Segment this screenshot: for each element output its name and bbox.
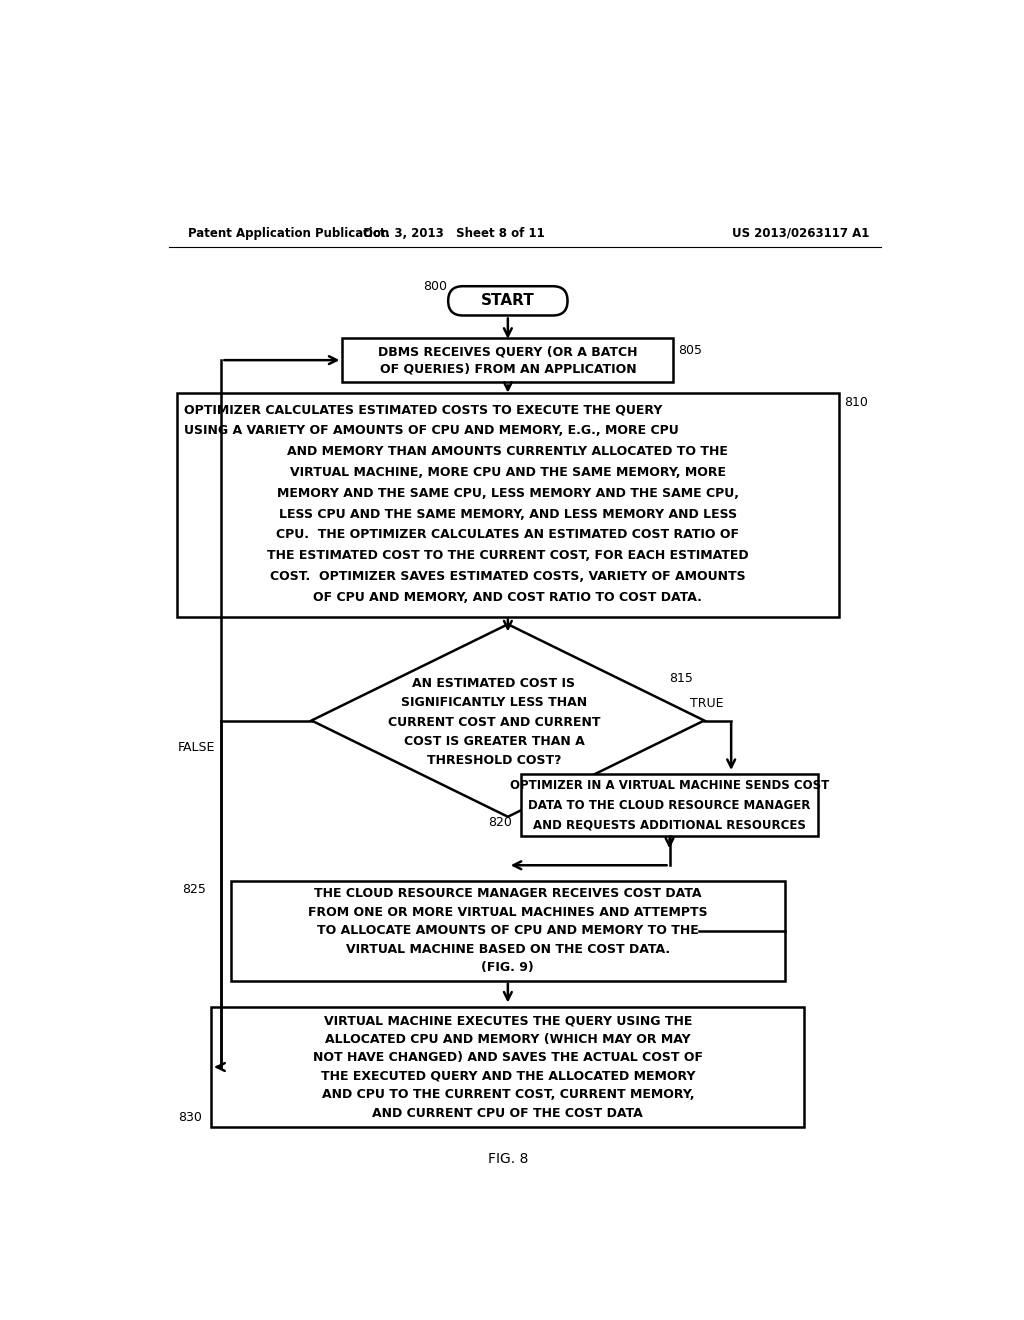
Text: OPTIMIZER IN A VIRTUAL MACHINE SENDS COST: OPTIMIZER IN A VIRTUAL MACHINE SENDS COS… [510,779,829,792]
Text: TRUE: TRUE [690,697,724,710]
Text: AN ESTIMATED COST IS: AN ESTIMATED COST IS [413,677,575,690]
Text: Patent Application Publication: Patent Application Publication [188,227,389,240]
Text: AND MEMORY THAN AMOUNTS CURRENTLY ALLOCATED TO THE: AND MEMORY THAN AMOUNTS CURRENTLY ALLOCA… [288,445,728,458]
Bar [521,775,818,836]
Text: USING A VARIETY OF AMOUNTS OF CPU AND MEMORY, E.G., MORE CPU: USING A VARIETY OF AMOUNTS OF CPU AND ME… [184,425,679,437]
Text: 820: 820 [487,816,512,829]
Text: MEMORY AND THE SAME CPU, LESS MEMORY AND THE SAME CPU,: MEMORY AND THE SAME CPU, LESS MEMORY AND… [276,487,739,500]
Text: AND CURRENT CPU OF THE COST DATA: AND CURRENT CPU OF THE COST DATA [373,1106,643,1119]
Text: OF CPU AND MEMORY, AND COST RATIO TO COST DATA.: OF CPU AND MEMORY, AND COST RATIO TO COS… [313,591,702,603]
Text: VIRTUAL MACHINE, MORE CPU AND THE SAME MEMORY, MORE: VIRTUAL MACHINE, MORE CPU AND THE SAME M… [290,466,726,479]
Text: VIRTUAL MACHINE BASED ON THE COST DATA.: VIRTUAL MACHINE BASED ON THE COST DATA. [346,942,670,956]
Text: AND REQUESTS ADDITIONAL RESOURCES: AND REQUESTS ADDITIONAL RESOURCES [534,818,806,832]
Text: SIGNIFICANTLY LESS THAN: SIGNIFICANTLY LESS THAN [401,696,587,709]
Text: OF QUERIES) FROM AN APPLICATION: OF QUERIES) FROM AN APPLICATION [380,363,636,376]
Bar [230,880,785,981]
Text: 830: 830 [178,1111,202,1123]
Text: TO ALLOCATE AMOUNTS OF CPU AND MEMORY TO THE: TO ALLOCATE AMOUNTS OF CPU AND MEMORY TO… [317,924,698,937]
Text: CPU.  THE OPTIMIZER CALCULATES AN ESTIMATED COST RATIO OF: CPU. THE OPTIMIZER CALCULATES AN ESTIMAT… [276,528,739,541]
Bar [177,393,839,616]
Text: AND CPU TO THE CURRENT COST, CURRENT MEMORY,: AND CPU TO THE CURRENT COST, CURRENT MEM… [322,1088,694,1101]
Bar [342,338,674,383]
Text: THE ESTIMATED COST TO THE CURRENT COST, FOR EACH ESTIMATED: THE ESTIMATED COST TO THE CURRENT COST, … [267,549,749,562]
Text: 825: 825 [182,883,206,896]
Text: FROM ONE OR MORE VIRTUAL MACHINES AND ATTEMPTS: FROM ONE OR MORE VIRTUAL MACHINES AND AT… [308,906,708,919]
Text: FALSE: FALSE [178,741,215,754]
Text: Oct. 3, 2013   Sheet 8 of 11: Oct. 3, 2013 Sheet 8 of 11 [364,227,545,240]
Text: 805: 805 [678,345,702,358]
Text: ALLOCATED CPU AND MEMORY (WHICH MAY OR MAY: ALLOCATED CPU AND MEMORY (WHICH MAY OR M… [325,1032,690,1045]
Text: THRESHOLD COST?: THRESHOLD COST? [427,754,561,767]
FancyBboxPatch shape [449,286,567,315]
Text: START: START [481,293,535,309]
Text: LESS CPU AND THE SAME MEMORY, AND LESS MEMORY AND LESS: LESS CPU AND THE SAME MEMORY, AND LESS M… [279,508,737,520]
Text: (FIG. 9): (FIG. 9) [481,961,535,974]
Text: 815: 815 [669,672,693,685]
Polygon shape [311,624,705,817]
Text: VIRTUAL MACHINE EXECUTES THE QUERY USING THE: VIRTUAL MACHINE EXECUTES THE QUERY USING… [324,1014,692,1027]
Text: US 2013/0263117 A1: US 2013/0263117 A1 [732,227,869,240]
Text: DATA TO THE CLOUD RESOURCE MANAGER: DATA TO THE CLOUD RESOURCE MANAGER [528,799,811,812]
Text: THE CLOUD RESOURCE MANAGER RECEIVES COST DATA: THE CLOUD RESOURCE MANAGER RECEIVES COST… [314,887,701,900]
Text: 800: 800 [423,280,446,293]
Text: OPTIMIZER CALCULATES ESTIMATED COSTS TO EXECUTE THE QUERY: OPTIMIZER CALCULATES ESTIMATED COSTS TO … [184,404,663,417]
Text: NOT HAVE CHANGED) AND SAVES THE ACTUAL COST OF: NOT HAVE CHANGED) AND SAVES THE ACTUAL C… [313,1051,702,1064]
Text: COST.  OPTIMIZER SAVES ESTIMATED COSTS, VARIETY OF AMOUNTS: COST. OPTIMIZER SAVES ESTIMATED COSTS, V… [270,570,745,583]
Text: COST IS GREATER THAN A: COST IS GREATER THAN A [403,735,585,748]
Text: THE EXECUTED QUERY AND THE ALLOCATED MEMORY: THE EXECUTED QUERY AND THE ALLOCATED MEM… [321,1069,695,1082]
Text: CURRENT COST AND CURRENT: CURRENT COST AND CURRENT [388,715,600,729]
Text: 810: 810 [844,396,867,409]
Bar [211,1007,804,1127]
Text: FIG. 8: FIG. 8 [487,1152,528,1167]
Text: DBMS RECEIVES QUERY (OR A BATCH: DBMS RECEIVES QUERY (OR A BATCH [378,346,638,359]
